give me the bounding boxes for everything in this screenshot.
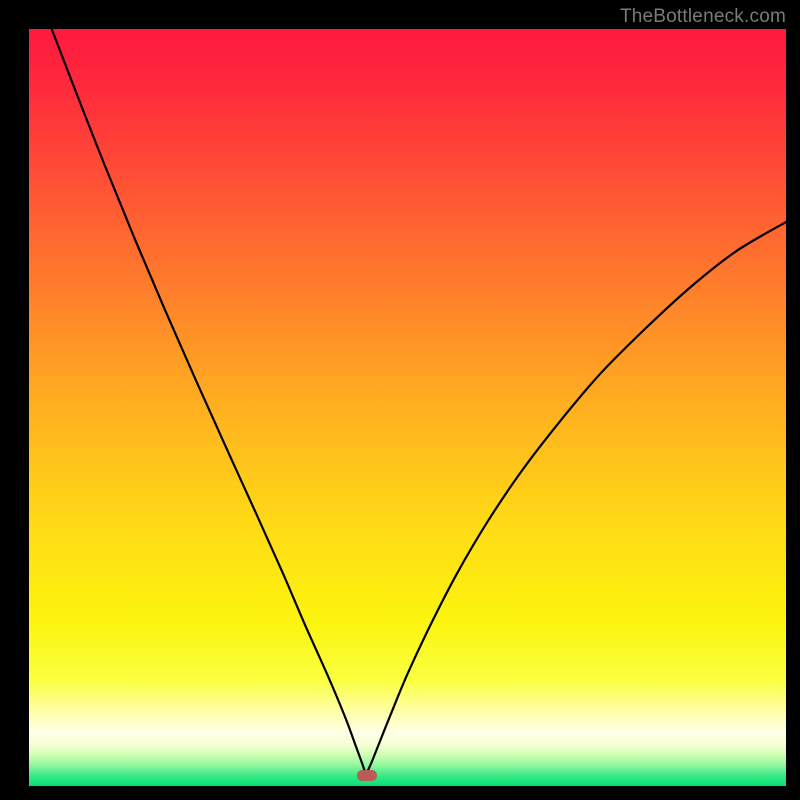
watermark-text: TheBottleneck.com [620,6,786,28]
chart-plot-area [29,29,786,786]
optimal-point-marker [357,770,377,781]
chart-border-right [786,0,800,800]
chart-border-bottom [0,786,800,800]
chart-border-left [0,0,29,800]
